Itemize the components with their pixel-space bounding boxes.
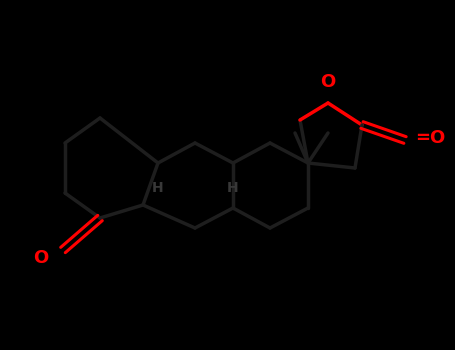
- Text: H: H: [227, 181, 239, 195]
- Text: H: H: [152, 181, 164, 195]
- Text: O: O: [320, 73, 336, 91]
- Text: =O: =O: [415, 129, 445, 147]
- Text: O: O: [33, 249, 48, 267]
